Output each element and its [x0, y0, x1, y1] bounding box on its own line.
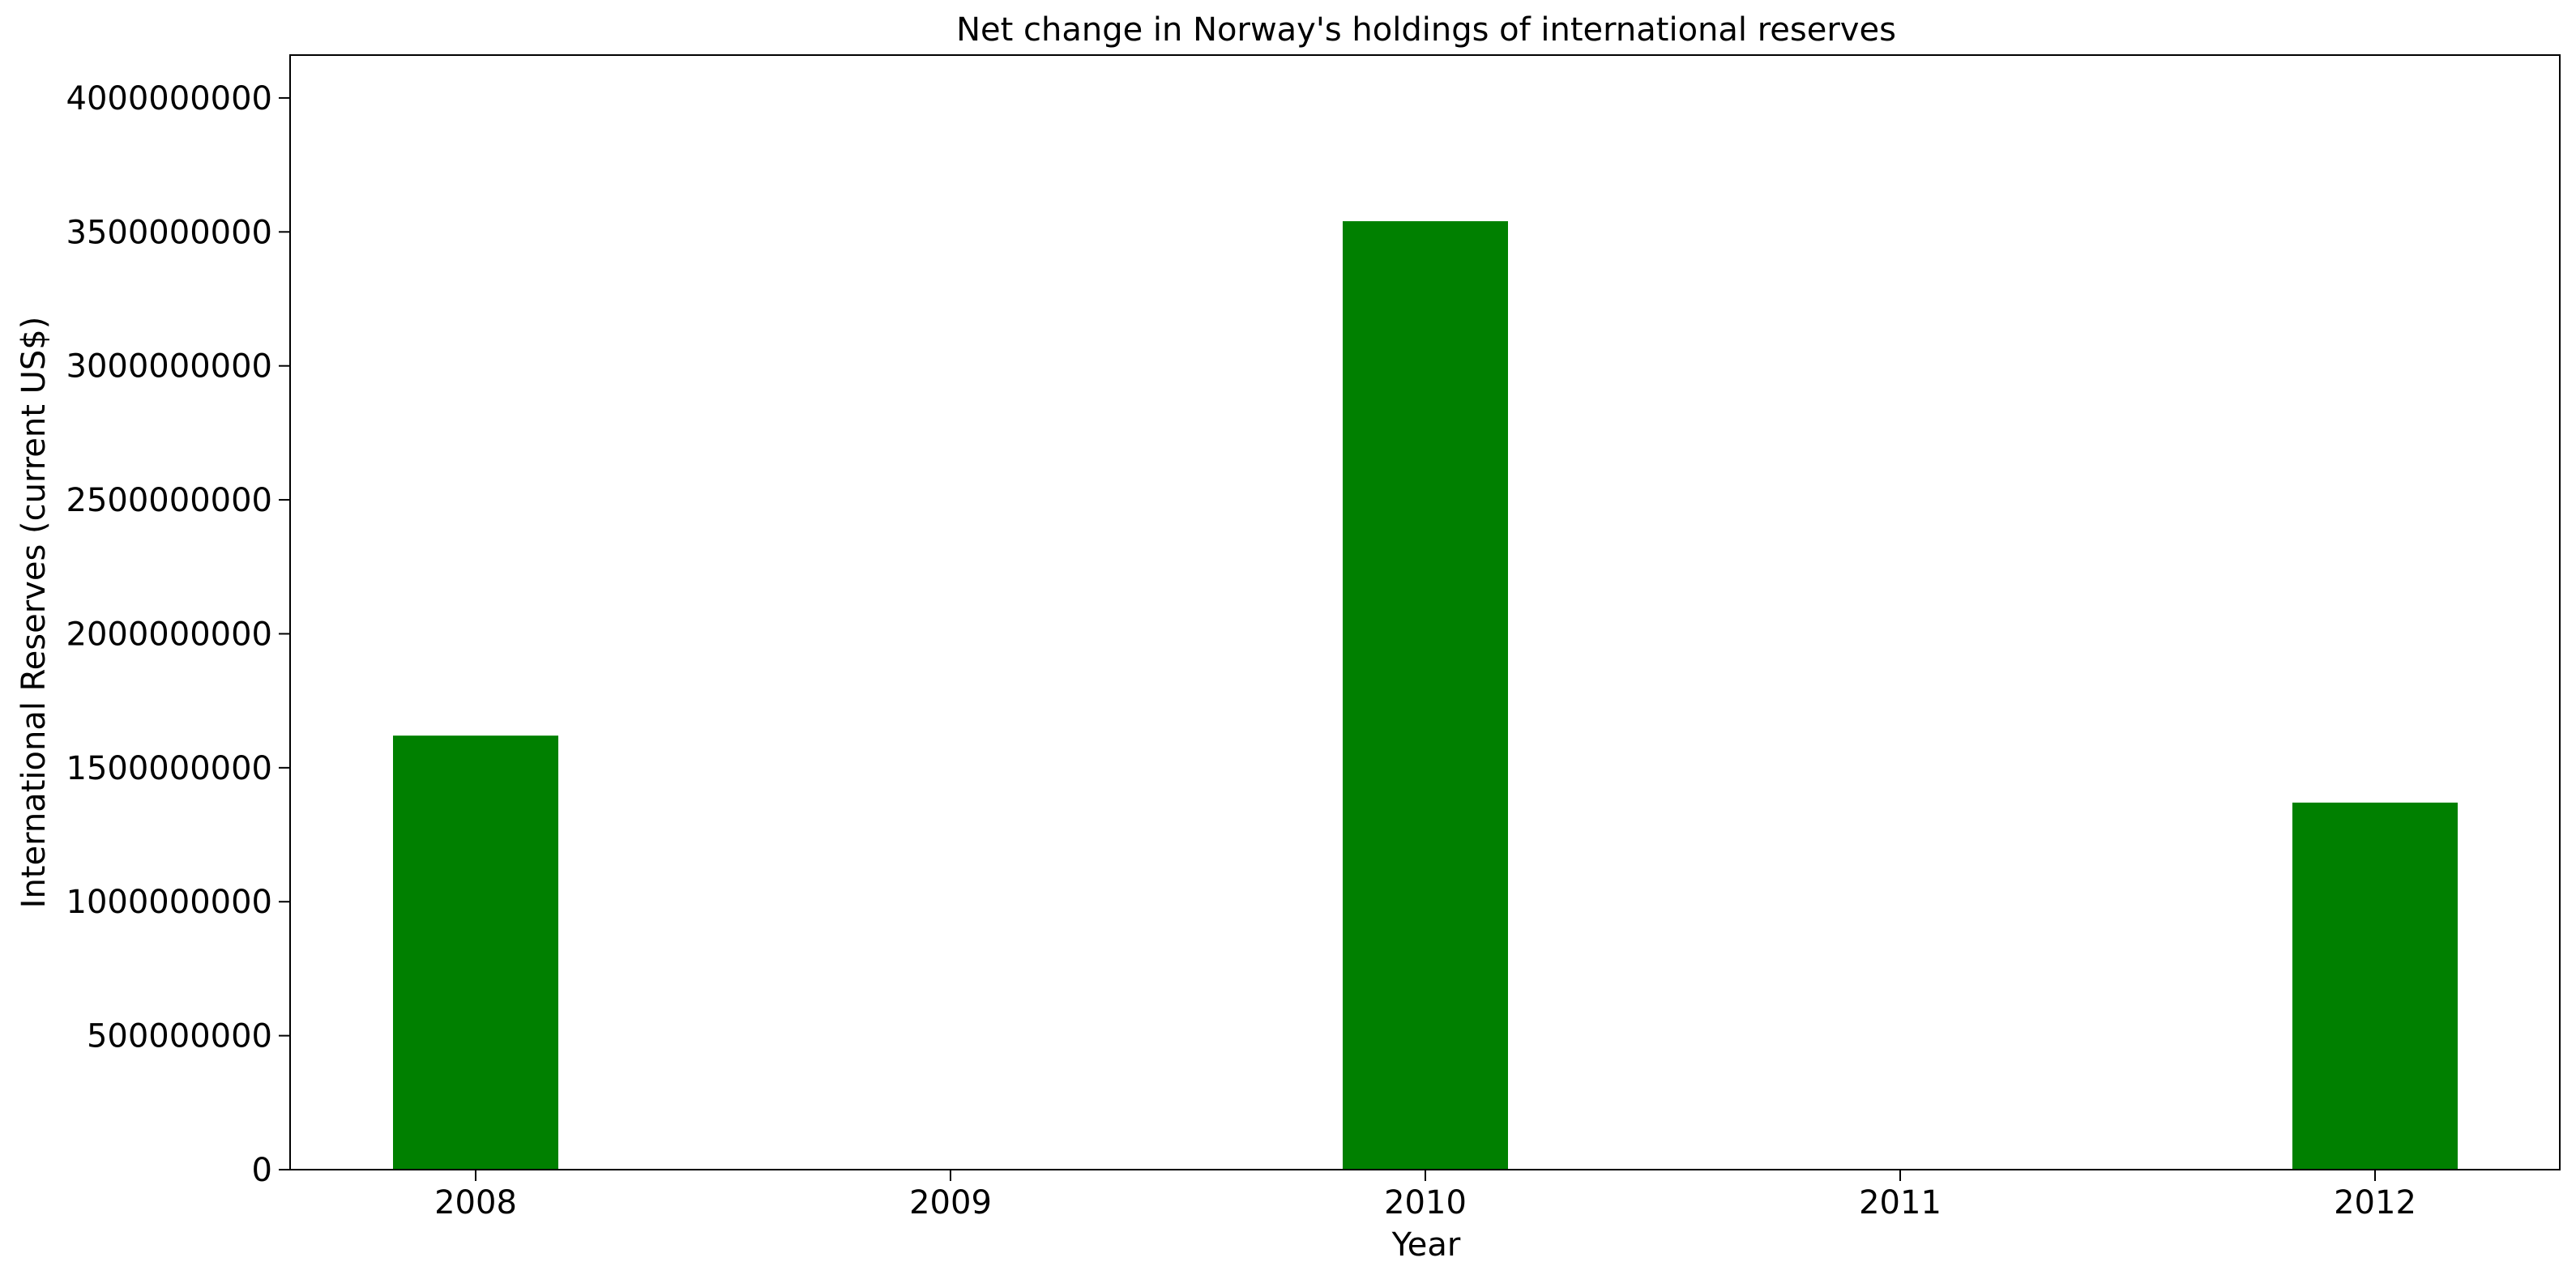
bar-2008	[393, 735, 558, 1170]
bar-2010	[1343, 221, 1508, 1170]
y-tick-label: 4000000000	[66, 80, 273, 117]
x-tick-label: 2012	[2334, 1184, 2416, 1221]
x-axis-label: Year	[1391, 1226, 1461, 1264]
y-tick-label: 2000000000	[66, 616, 273, 653]
y-tick-label: 3000000000	[66, 348, 273, 386]
y-tick-label: 1500000000	[66, 750, 273, 787]
x-axis: 2008 2009 2010 2011 2012	[434, 1170, 2416, 1221]
x-tick-label: 2010	[1384, 1184, 1467, 1221]
x-tick-label: 2011	[1859, 1184, 1942, 1221]
bars-group	[393, 221, 2458, 1170]
x-tick-label: 2009	[909, 1184, 992, 1221]
y-tick-label: 500000000	[87, 1018, 272, 1055]
x-tick-label: 2008	[434, 1184, 517, 1221]
chart-title: Net change in Norway's holdings of inter…	[956, 11, 1896, 49]
y-axis-label: International Reserves (current US$)	[15, 317, 53, 909]
y-tick-label: 0	[252, 1152, 272, 1189]
bar-2012	[2292, 802, 2458, 1170]
y-axis: 0 500000000 1000000000 1500000000 2000000000…	[66, 80, 290, 1189]
y-tick-label: 2500000000	[66, 482, 273, 519]
y-tick-label: 1000000000	[66, 884, 273, 921]
y-tick-label: 3500000000	[66, 214, 273, 251]
